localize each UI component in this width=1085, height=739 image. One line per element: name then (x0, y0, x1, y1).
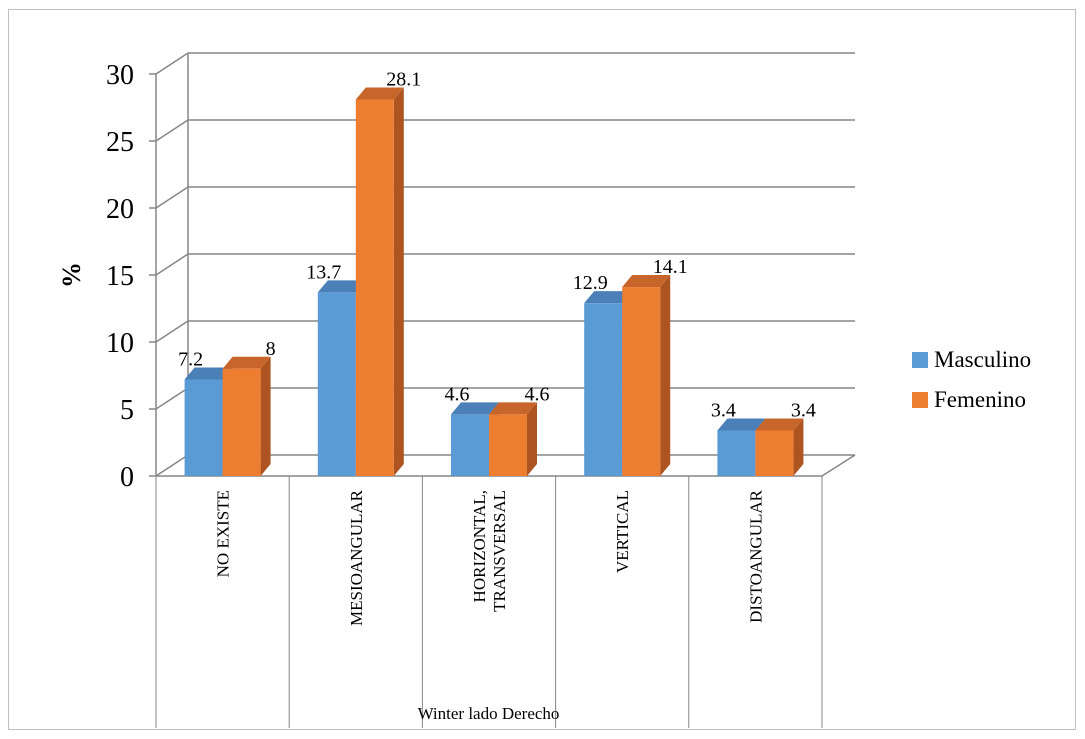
legend: Masculino Femenino (912, 340, 1031, 420)
y-tick-label-10: 10 (106, 328, 134, 359)
bar-side-1-1 (393, 87, 404, 477)
chart-frame (8, 9, 1076, 730)
grid-diagonal-15 (155, 253, 189, 276)
legend-swatch-masculino (912, 352, 928, 368)
grid-diagonal-0 (155, 454, 189, 477)
legend-label-masculino: Masculino (934, 347, 1032, 372)
floor-right-edge (821, 454, 856, 477)
bar-top-1-4 (755, 418, 804, 431)
data-label-0-2: 4.6 (445, 383, 470, 405)
bar-femenino-0 (222, 368, 261, 476)
data-label-1-0: 8 (266, 338, 276, 360)
data-label-0-4: 3.4 (711, 399, 736, 421)
category-label-4-0: DISTOANGULAR (746, 489, 765, 623)
bar-top-0-1 (317, 280, 366, 293)
data-label-1-3: 14.1 (653, 256, 688, 278)
category-label-2-1: TRANSVERSAL (490, 490, 509, 612)
bar-top-1-2 (489, 402, 537, 415)
data-label-1-4: 3.4 (791, 399, 816, 421)
bar-masculino-3 (584, 303, 623, 476)
bar-masculino-1 (317, 292, 356, 476)
bar-femenino-3 (622, 287, 661, 476)
y-tick-label-5: 5 (120, 395, 134, 426)
bar-masculino-2 (451, 414, 489, 476)
legend-label-femenino: Femenino (934, 387, 1026, 412)
category-label-1-0: MESIOANGULAR (347, 489, 366, 626)
category-label-0-0: NO EXISTE (214, 490, 233, 577)
bar-top-1-3 (622, 275, 671, 288)
grid-diagonal-25 (155, 119, 189, 142)
data-label-0-0: 7.2 (178, 349, 203, 371)
bar-femenino-2 (489, 414, 527, 476)
legend-item-masculino: Masculino (912, 340, 1031, 380)
y-tick-label-30: 30 (106, 60, 134, 91)
data-label-1-1: 28.1 (386, 68, 421, 90)
legend-item-femenino: Femenino (912, 380, 1031, 420)
bar-top-0-3 (584, 291, 633, 304)
y-tick-label-25: 25 (106, 127, 134, 158)
y-tick-label-0: 0 (120, 462, 134, 493)
data-label-0-3: 12.9 (573, 272, 608, 294)
category-label-2-0: HORIZONTAL, (470, 490, 489, 602)
legend-swatch-femenino (912, 392, 928, 408)
bar-masculino-4 (717, 430, 756, 476)
bar-top-0-2 (451, 402, 499, 415)
bar-side-1-0 (260, 356, 271, 476)
grid-diagonal-20 (155, 186, 189, 209)
bar-top-1-0 (222, 356, 271, 369)
y-axis-title: % (57, 262, 86, 288)
bar-top-0-0 (184, 367, 233, 380)
bar-femenino-1 (355, 99, 394, 477)
bar-top-1-1 (355, 87, 404, 100)
y-tick-label-15: 15 (106, 261, 134, 292)
x-axis-title: Winter lado Derecho (417, 704, 560, 723)
grid-diagonal-10 (155, 320, 189, 343)
bar-top-0-4 (717, 418, 766, 431)
bar-masculino-0 (184, 379, 223, 476)
grid-diagonal-5 (155, 387, 189, 410)
category-label-3-0: VERTICAL (613, 490, 632, 573)
bar-femenino-4 (755, 430, 794, 476)
bar-side-1-3 (660, 275, 671, 476)
bar-side-1-2 (527, 402, 537, 476)
data-label-0-1: 13.7 (306, 261, 341, 283)
y-tick-label-20: 20 (106, 194, 134, 225)
data-label-1-2: 4.6 (525, 383, 550, 405)
grid-diagonal-30 (155, 52, 189, 75)
bar-side-1-4 (793, 418, 804, 476)
